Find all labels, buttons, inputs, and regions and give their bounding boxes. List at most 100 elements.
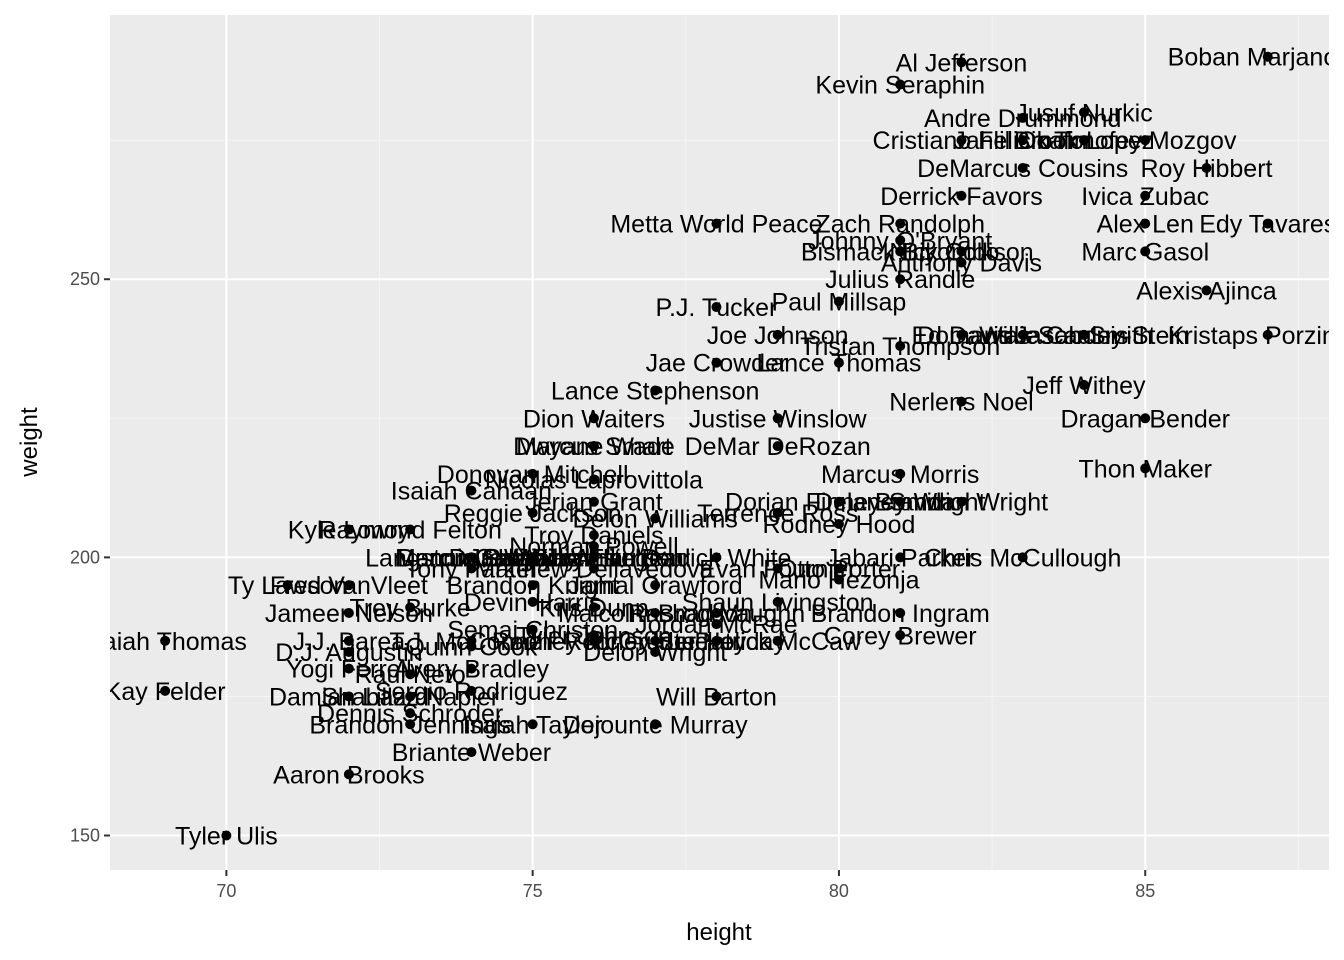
- data-point: [221, 830, 232, 841]
- data-point: [343, 607, 354, 618]
- data-point: [588, 630, 599, 641]
- point-label: Rodney Hood: [763, 511, 916, 539]
- point-label: Delaney Wright: [815, 489, 986, 517]
- point-label: T.J. McConnell: [389, 628, 553, 656]
- x-axis-title: height: [686, 919, 752, 946]
- point-label: Kristaps Porzingis: [1168, 322, 1344, 350]
- data-point: [1017, 135, 1028, 146]
- data-point: [650, 635, 661, 646]
- x-tick-label: 80: [829, 881, 849, 901]
- point-label: Otto Porter: [778, 555, 900, 583]
- data-point: [1017, 552, 1028, 563]
- point-label: Matthew Dellavedova: [474, 555, 713, 583]
- point-label: Deron Williams: [449, 544, 617, 572]
- point-label: Jabari Parker: [826, 544, 975, 572]
- data-point: [711, 302, 722, 313]
- data-point: [956, 496, 967, 507]
- data-point: [1078, 329, 1089, 340]
- x-tick-label: 70: [216, 881, 236, 901]
- point-label: DeMarcus Cousins: [917, 155, 1128, 183]
- data-point: [466, 663, 477, 674]
- point-label: Yogi Ferrell: [286, 656, 412, 684]
- data-point: [833, 496, 844, 507]
- data-point: [895, 630, 906, 641]
- point-label: Zach Randolph: [815, 211, 985, 239]
- point-label: Alexis Ajinca: [1136, 277, 1276, 305]
- point-label: Jeff Withey: [1022, 372, 1146, 400]
- data-point: [405, 691, 416, 702]
- point-label: Dragan Bender: [1060, 405, 1230, 433]
- point-label: Mario Hezonja: [758, 567, 919, 595]
- point-label: Brandon Jennings: [309, 711, 511, 739]
- point-label: Patrick McCaw: [694, 628, 862, 656]
- data-point: [956, 396, 967, 407]
- point-label: Dennis Smith: [397, 544, 546, 572]
- data-point: [343, 580, 354, 591]
- point-label: Nerlens Noel: [889, 389, 1034, 417]
- data-point: [772, 329, 783, 340]
- point-label: Boban Marjanovic: [1168, 44, 1344, 72]
- point-label: Jahlil Okafor: [953, 127, 1092, 155]
- data-point: [466, 563, 477, 574]
- data-point: [1017, 112, 1028, 123]
- data-point: [527, 580, 538, 591]
- point-label: Andre Drummond: [924, 105, 1121, 133]
- point-label: Al Jefferson: [896, 49, 1028, 77]
- point-label: Corey Brewer: [824, 622, 977, 650]
- data-point: [772, 635, 783, 646]
- point-label: Troy Daniels: [524, 522, 663, 550]
- point-label: Lance Thomas: [756, 350, 921, 378]
- data-point: [711, 635, 722, 646]
- point-label: P.J. Tucker: [656, 294, 778, 322]
- point-label: Langston Galloway: [365, 544, 578, 572]
- data-point: [466, 641, 477, 652]
- data-point: [833, 518, 844, 529]
- point-label: Quinn Cook: [405, 633, 538, 661]
- data-point: [956, 190, 967, 201]
- point-label: Semaj Christon: [447, 617, 618, 645]
- data-point: [711, 619, 722, 630]
- data-point: [833, 563, 844, 574]
- point-label: Reggie Jackson: [444, 500, 622, 528]
- data-point: [466, 747, 477, 758]
- point-label: Isaiah Thomas: [83, 628, 247, 656]
- data-point: [343, 691, 354, 702]
- point-label: Edy Tavares: [1199, 211, 1336, 239]
- point-label: Jason Smith: [1015, 322, 1153, 350]
- point-label: Metta World Peace: [610, 211, 822, 239]
- point-label: Jameer Nelson: [265, 600, 433, 628]
- point-label: Gary Harris: [530, 544, 658, 572]
- data-point: [343, 646, 354, 657]
- data-point: [711, 552, 722, 563]
- data-point: [1140, 135, 1151, 146]
- data-point: [1140, 218, 1151, 229]
- data-point: [160, 635, 171, 646]
- point-label: Rodney McGruder: [492, 628, 696, 656]
- data-point: [895, 274, 906, 285]
- point-label: Marcus Paige: [395, 544, 548, 572]
- data-point: [895, 468, 906, 479]
- point-label: Cristiano Felicio: [873, 127, 1051, 155]
- point-label: DeMar DeRozan: [685, 433, 871, 461]
- data-point: [1017, 329, 1028, 340]
- data-point: [466, 685, 477, 696]
- point-label: Raul Neto: [355, 661, 466, 689]
- point-label: Dejounte Murray: [563, 711, 748, 739]
- point-label: Jamal Crawford: [568, 572, 743, 600]
- data-point: [895, 218, 906, 229]
- point-label: J.J. Barea: [293, 628, 406, 656]
- point-label: Avery Bradley: [394, 656, 550, 684]
- data-point: [466, 552, 477, 563]
- point-label: Marcus Morris: [821, 461, 979, 489]
- data-point: [527, 596, 538, 607]
- point-label: Delon Wright: [583, 639, 727, 667]
- data-point: [160, 685, 171, 696]
- point-label: Tyler Johnson: [516, 622, 672, 650]
- point-label: Tony Parker: [405, 555, 538, 583]
- data-point: [1140, 190, 1151, 201]
- point-label: Anthony Davis: [881, 250, 1042, 278]
- data-point: [956, 329, 967, 340]
- point-label: Lance Stephenson: [551, 377, 760, 405]
